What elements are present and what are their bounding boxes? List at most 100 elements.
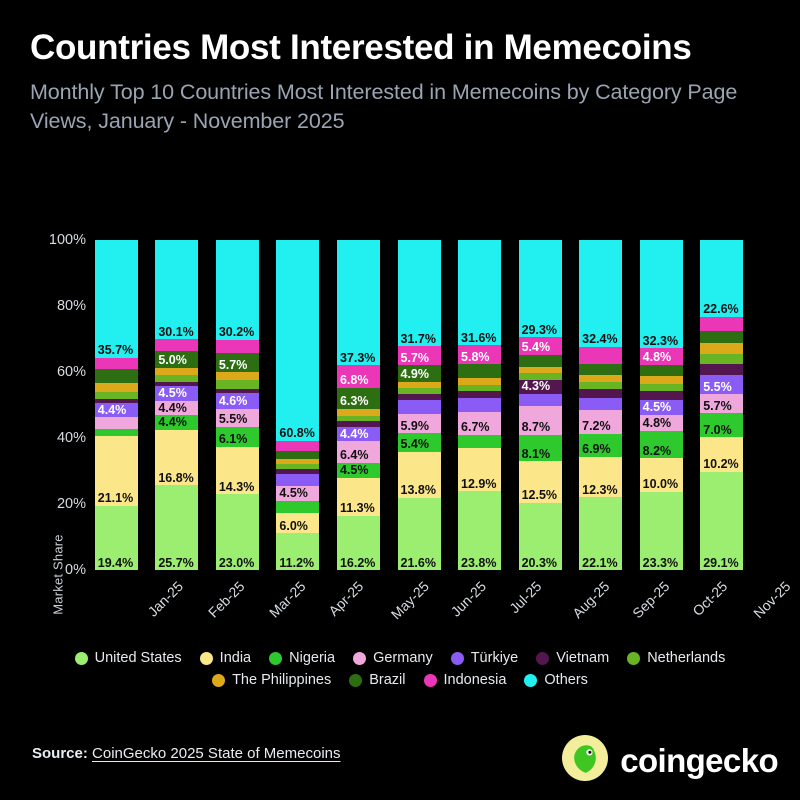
- bar-segment[interactable]: 5.7%: [397, 346, 441, 366]
- bar-mar-25[interactable]: 23.0% 14.3% 6.1% 5.5% 4.6% 5.7% 30.2%: [215, 240, 259, 570]
- bar-segment[interactable]: 30.2%: [215, 240, 259, 340]
- bar-segment[interactable]: 4.5%: [276, 485, 320, 501]
- bar-segment[interactable]: [579, 346, 623, 364]
- bar-segment[interactable]: [639, 364, 683, 376]
- bar-segment[interactable]: 4.5%: [155, 385, 199, 401]
- bar-segment[interactable]: 6.8%: [336, 365, 380, 388]
- bar-may-25[interactable]: 16.2% 11.3% 4.5% 6.4% 4.4% 6.3% 6.8% 37.3%: [336, 240, 380, 570]
- bar-segment[interactable]: 4.4%: [94, 402, 138, 418]
- bar-apr-25[interactable]: 11.2% 6.0% 4.5% 60.8%: [276, 240, 320, 570]
- bar-segment[interactable]: 23.0%: [215, 494, 259, 570]
- bar-feb-25[interactable]: 25.7% 16.8% 4.4% 4.4% 4.5% 5.0% 30.1%: [155, 240, 199, 570]
- bar-segment[interactable]: [94, 417, 138, 430]
- bar-segment[interactable]: [639, 390, 683, 400]
- bar-segment[interactable]: [700, 343, 744, 354]
- legend-item-india[interactable]: India: [199, 650, 251, 666]
- bar-segment[interactable]: 6.0%: [276, 513, 320, 534]
- bar-segment[interactable]: 10.2%: [700, 437, 744, 472]
- bar-segment[interactable]: 16.2%: [336, 515, 380, 570]
- bar-segment[interactable]: 11.3%: [336, 477, 380, 516]
- bar-segment[interactable]: [458, 391, 502, 399]
- bar-segment[interactable]: [276, 474, 320, 486]
- bar-segment[interactable]: 32.4%: [579, 240, 623, 347]
- bar-segment[interactable]: [336, 415, 380, 422]
- bar-segment[interactable]: 37.3%: [336, 240, 380, 366]
- bar-segment[interactable]: [94, 368, 138, 383]
- bar-segment[interactable]: 4.4%: [155, 400, 199, 416]
- bar-segment[interactable]: 19.4%: [94, 505, 138, 570]
- bar-segment[interactable]: 4.9%: [397, 365, 441, 382]
- bar-segment[interactable]: [700, 364, 744, 376]
- bar-segment[interactable]: [94, 399, 138, 403]
- bar-segment[interactable]: 12.3%: [579, 456, 623, 498]
- bar-segment[interactable]: [458, 434, 502, 449]
- bar-segment[interactable]: 32.3%: [639, 240, 683, 349]
- bar-segment[interactable]: 20.3%: [518, 502, 562, 570]
- bar-segment[interactable]: 30.1%: [155, 240, 199, 340]
- bar-segment[interactable]: [458, 398, 502, 413]
- bar-segment[interactable]: 4.8%: [639, 414, 683, 431]
- bar-segment[interactable]: 23.3%: [639, 491, 683, 570]
- bar-segment[interactable]: 29.1%: [700, 471, 744, 570]
- bar-segment[interactable]: 60.8%: [276, 240, 320, 441]
- bar-segment[interactable]: 22.1%: [579, 497, 623, 570]
- bar-segment[interactable]: 22.6%: [700, 240, 744, 317]
- bar-segment[interactable]: 5.9%: [397, 413, 441, 434]
- bar-segment[interactable]: [336, 421, 380, 427]
- legend-item-vietnam[interactable]: Vietnam: [536, 650, 609, 666]
- bar-segment[interactable]: 29.3%: [518, 240, 562, 338]
- bar-segment[interactable]: [397, 394, 441, 401]
- bar-segment[interactable]: 23.8%: [458, 491, 502, 570]
- bar-segment[interactable]: 4.4%: [155, 415, 199, 430]
- bar-segment[interactable]: 4.3%: [518, 379, 562, 394]
- bar-segment[interactable]: [215, 380, 259, 389]
- legend-item-indonesia[interactable]: Indonesia: [423, 672, 506, 688]
- bar-segment[interactable]: [397, 400, 441, 414]
- bar-segment[interactable]: 5.7%: [215, 353, 259, 373]
- bar-oct-25[interactable]: 23.3% 10.0% 8.2% 4.8% 4.5% 4.8% 32.3%: [639, 240, 683, 570]
- bar-jul-25[interactable]: 23.8% 12.9% 6.7% 5.8% 31.6%: [458, 240, 502, 570]
- bar-segment[interactable]: [639, 383, 683, 391]
- bar-segment[interactable]: 7.2%: [579, 409, 623, 434]
- bar-segment[interactable]: 13.8%: [397, 451, 441, 498]
- bar-segment[interactable]: 5.5%: [700, 375, 744, 395]
- bar-segment[interactable]: [215, 372, 259, 381]
- bar-segment[interactable]: [276, 464, 320, 470]
- legend-item-the-philippines[interactable]: The Philippines: [212, 672, 331, 688]
- bar-jun-25[interactable]: 21.6% 13.8% 5.4% 5.9% 4.9% 5.7% 31.7%: [397, 240, 441, 570]
- bar-aug-25[interactable]: 20.3% 12.5% 8.1% 8.7% 4.3% 5.4% 29.3%: [518, 240, 562, 570]
- bar-segment[interactable]: [276, 450, 320, 460]
- bar-segment[interactable]: 6.3%: [336, 387, 380, 409]
- bar-segment[interactable]: 4.8%: [639, 348, 683, 365]
- bar-segment[interactable]: [215, 339, 259, 354]
- bar-segment[interactable]: [94, 429, 138, 437]
- bar-segment[interactable]: [518, 354, 562, 368]
- bar-segment[interactable]: 6.4%: [336, 441, 380, 463]
- bar-segment[interactable]: 8.1%: [518, 434, 562, 462]
- bar-segment[interactable]: 25.7%: [155, 485, 199, 570]
- bar-sep-25[interactable]: 22.1% 12.3% 6.9% 7.2% 32.4%: [579, 240, 623, 570]
- legend-item-netherlands[interactable]: Netherlands: [627, 650, 725, 666]
- bar-segment[interactable]: [94, 357, 138, 369]
- bar-segment[interactable]: 31.6%: [458, 240, 502, 345]
- bar-segment[interactable]: [276, 459, 320, 465]
- bar-segment[interactable]: [94, 391, 138, 400]
- bar-segment[interactable]: [700, 331, 744, 344]
- legend-item-germany[interactable]: Germany: [353, 650, 433, 666]
- legend-item-others[interactable]: Others: [524, 672, 588, 688]
- bar-segment[interactable]: [336, 408, 380, 416]
- bar-segment[interactable]: [215, 388, 259, 394]
- bar-segment[interactable]: 7.0%: [700, 413, 744, 437]
- bar-segment[interactable]: [518, 393, 562, 406]
- bar-segment[interactable]: [155, 375, 199, 382]
- bar-segment[interactable]: 8.2%: [639, 430, 683, 459]
- bar-segment[interactable]: [700, 353, 744, 365]
- bar-segment[interactable]: [276, 500, 320, 514]
- bar-segment[interactable]: 6.1%: [215, 426, 259, 447]
- bar-segment[interactable]: 6.9%: [579, 433, 623, 457]
- bar-segment[interactable]: 6.7%: [458, 412, 502, 435]
- bar-jan-25[interactable]: 19.4% 21.1% 4.4% 35.7%: [94, 240, 138, 570]
- bar-segment[interactable]: 21.6%: [397, 497, 441, 570]
- bar-segment[interactable]: 5.8%: [458, 345, 502, 365]
- bar-segment[interactable]: 4.5%: [336, 462, 380, 478]
